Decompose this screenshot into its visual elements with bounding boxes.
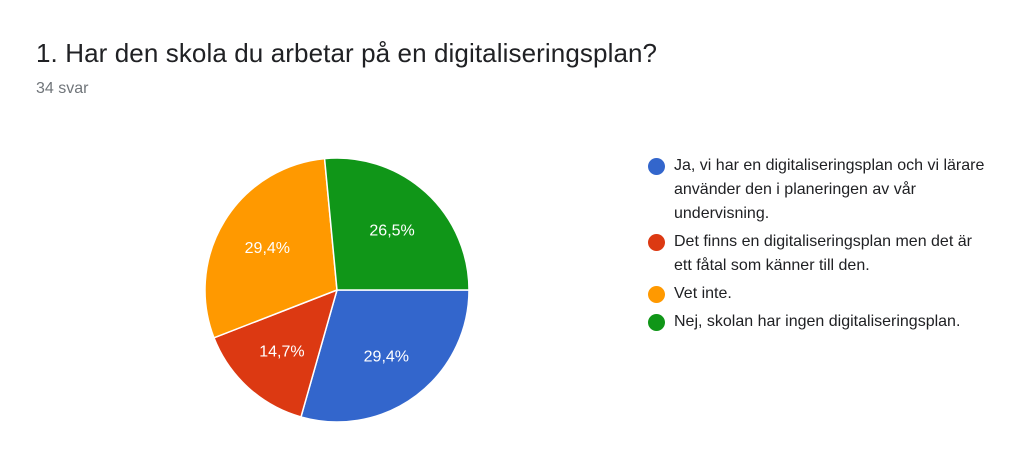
pie-slice-4[interactable] [323,157,470,291]
pie-slice-1[interactable] [300,289,470,423]
legend-item-3[interactable]: Vet inte. [648,282,988,306]
legend-item-4[interactable]: Nej, skolan har ingen digitaliseringspla… [648,310,988,334]
slice-label-1: 29,4% [364,348,409,365]
legend-item-2[interactable]: Det finns en digitaliseringsplan men det… [648,230,988,278]
legend-label: Ja, vi har en digitaliseringsplan och vi… [674,157,985,222]
legend-dot-icon [648,314,665,331]
legend-item-1[interactable]: Ja, vi har en digitaliseringsplan och vi… [648,154,988,226]
slice-label-4: 26,5% [369,222,414,239]
response-count: 34 svar [36,80,89,97]
legend-dot-icon [648,158,665,175]
legend-label: Vet inte. [674,285,732,302]
slice-label-3: 29,4% [245,240,290,257]
chart-legend: Ja, vi har en digitaliseringsplan och vi… [648,154,988,338]
legend-dot-icon [648,286,665,303]
legend-label: Det finns en digitaliseringsplan men det… [674,233,972,274]
chart-title: 1. Har den skola du arbetar på en digita… [36,38,658,68]
pie-slice-2[interactable] [212,288,339,418]
legend-label: Nej, skolan har ingen digitaliseringspla… [674,313,961,330]
legend-dot-icon [648,234,665,251]
slice-label-2: 14,7% [259,344,304,361]
pie-slice-3[interactable] [204,157,338,339]
